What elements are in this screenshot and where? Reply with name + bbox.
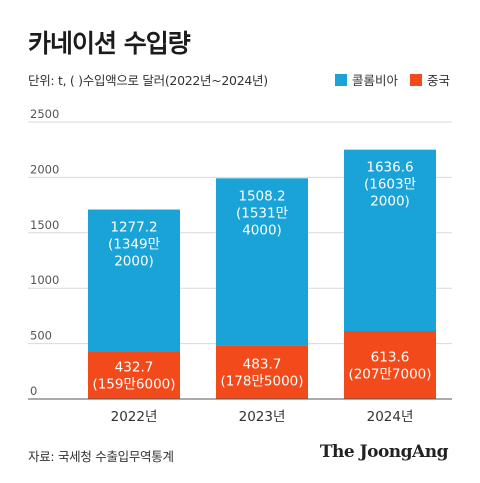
y-tick-label: 2500 — [30, 107, 59, 121]
data-label: 2000) — [114, 254, 154, 270]
brand-logo: The JoongAng — [319, 442, 449, 462]
bar-segment-china — [344, 331, 436, 399]
bar-segment-china — [216, 345, 308, 399]
bar-segment-colombia — [216, 178, 308, 346]
bar-segment-colombia — [88, 209, 180, 352]
data-label: 613.6 — [371, 350, 410, 366]
data-label: 1636.6 — [366, 160, 413, 176]
bar-segment-china — [88, 351, 180, 399]
legend-label-china: 중국 — [426, 73, 450, 88]
data-label: 1508.2 — [238, 188, 285, 204]
legend-item-colombia: 콜롬비아 — [334, 70, 398, 89]
data-label: 2000) — [370, 194, 410, 210]
y-tick-label: 500 — [30, 329, 52, 343]
source-note: 자료: 국세청 수출입무역통계 — [28, 449, 174, 464]
y-tick-label: 1500 — [30, 218, 59, 232]
legend-item-china: 중국 — [409, 70, 450, 89]
x-tick-label: 2024년 — [367, 409, 414, 425]
data-label: 432.7 — [115, 360, 154, 376]
x-tick-label: 2022년 — [111, 409, 158, 425]
data-label: 483.7 — [243, 357, 282, 373]
data-label: (1603만 — [364, 177, 416, 193]
y-tick-label: 0 — [30, 384, 37, 398]
data-label: (159만6000) — [92, 377, 175, 393]
data-label: (178만5000) — [220, 374, 303, 390]
y-tick-label: 1000 — [30, 273, 59, 287]
data-label: (1349만 — [108, 237, 160, 253]
bar-segment-colombia — [344, 149, 436, 332]
legend-swatch-china — [409, 73, 422, 86]
data-label: (1531만 — [236, 205, 288, 221]
chart-title: 카네이션 수입량 — [28, 29, 191, 58]
data-label: 1277.2 — [110, 220, 157, 236]
legend: 콜롬비아 중국 — [334, 70, 450, 89]
legend-swatch-colombia — [334, 73, 347, 86]
y-tick-label: 2000 — [30, 162, 59, 176]
legend-label-colombia: 콜롬비아 — [351, 73, 398, 88]
data-label: (207만7000) — [348, 367, 431, 383]
chart-subtitle: 단위: t, ( )수입액으로 달러(2022년~2024년) — [28, 73, 268, 88]
x-tick-label: 2023년 — [239, 409, 286, 425]
data-label: 4000) — [242, 222, 282, 238]
